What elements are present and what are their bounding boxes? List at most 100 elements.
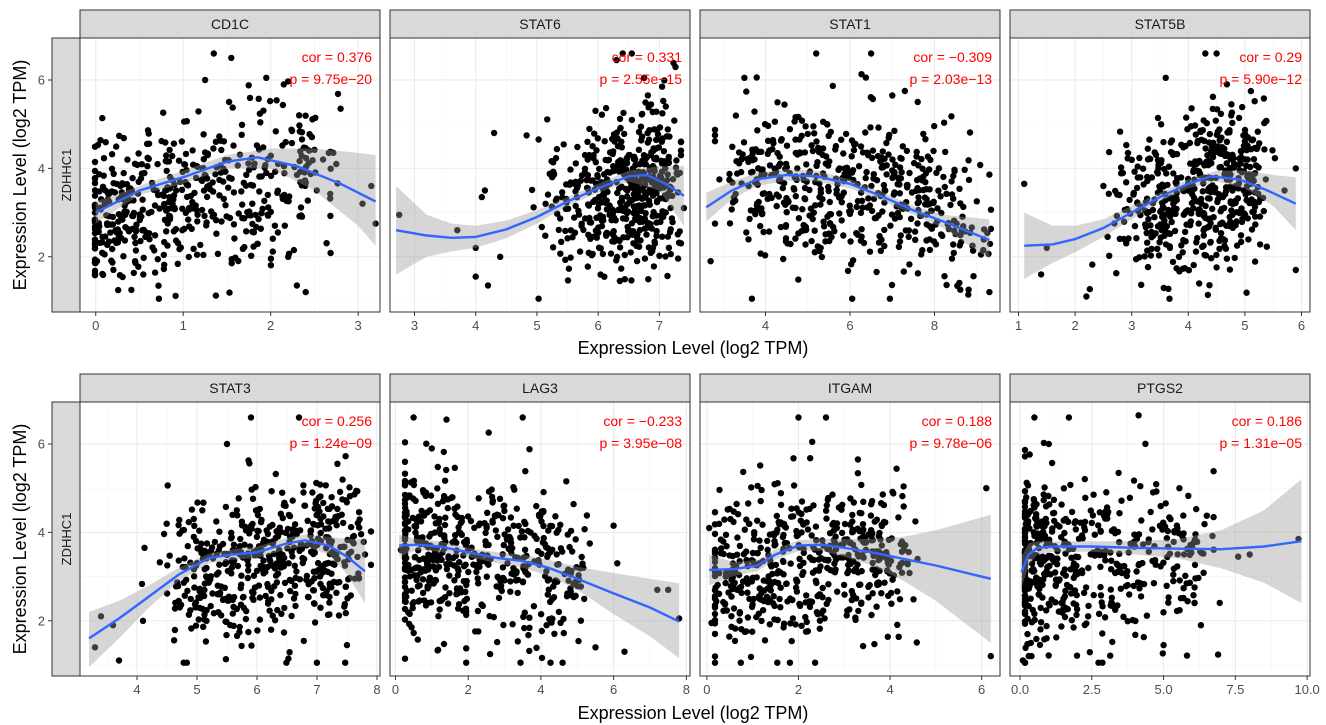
data-point <box>940 174 946 180</box>
data-point <box>749 629 755 635</box>
data-point <box>442 584 448 590</box>
data-point <box>328 571 334 577</box>
data-point <box>441 449 447 455</box>
data-point <box>1201 521 1207 527</box>
data-point <box>1156 252 1162 258</box>
data-point <box>873 269 879 275</box>
data-point <box>484 510 490 516</box>
data-point <box>1214 199 1220 205</box>
data-point <box>520 614 526 620</box>
data-point <box>220 541 226 547</box>
data-point <box>585 156 591 162</box>
data-point <box>405 567 411 573</box>
data-point <box>1088 507 1094 513</box>
data-point <box>231 189 237 195</box>
data-point <box>618 162 624 168</box>
data-point <box>210 188 216 194</box>
data-point <box>1062 566 1068 572</box>
data-point <box>792 621 798 627</box>
data-point <box>650 109 656 115</box>
data-point <box>805 628 811 634</box>
data-point <box>1041 522 1047 528</box>
x-tick-label: 2 <box>465 682 472 697</box>
data-point <box>1041 484 1047 490</box>
data-point <box>746 216 752 222</box>
data-point <box>858 510 864 516</box>
data-point <box>186 254 192 260</box>
data-point <box>305 518 311 524</box>
data-point <box>1148 252 1154 258</box>
p-value-annotation: p = 3.95e−08 <box>599 435 682 451</box>
data-point <box>774 203 780 209</box>
data-point <box>1142 441 1148 447</box>
data-point <box>798 511 804 517</box>
data-point <box>826 133 832 139</box>
data-point <box>166 147 172 153</box>
data-point <box>1160 139 1166 145</box>
data-point <box>1106 149 1112 155</box>
data-point <box>736 618 742 624</box>
data-point <box>424 585 430 591</box>
data-point <box>1163 500 1169 506</box>
panel-cd1c: CD1C0 1 2 3246cor = 0.376p = 9.75e−20 <box>38 10 380 333</box>
data-point <box>1101 552 1107 558</box>
data-point <box>659 110 665 116</box>
data-point <box>1249 226 1255 232</box>
data-point <box>1136 531 1142 537</box>
data-point <box>1193 506 1199 512</box>
data-point <box>610 523 616 529</box>
data-point <box>822 238 828 244</box>
data-point <box>499 588 505 594</box>
data-point <box>934 205 940 211</box>
data-point <box>1201 252 1207 258</box>
data-point <box>868 50 874 56</box>
data-point <box>131 270 137 276</box>
data-point <box>146 130 152 136</box>
data-point <box>885 593 891 599</box>
data-point <box>797 563 803 569</box>
data-point <box>568 528 574 534</box>
data-point <box>416 565 422 571</box>
data-point <box>751 108 757 114</box>
data-point <box>342 660 348 666</box>
data-point <box>181 555 187 561</box>
data-point <box>887 223 893 229</box>
data-point <box>128 287 134 293</box>
data-point <box>260 108 266 114</box>
data-point <box>1051 497 1057 503</box>
data-point <box>1171 528 1177 534</box>
data-point <box>171 637 177 643</box>
data-point <box>92 259 98 265</box>
x-tick-label: 7 <box>313 682 320 697</box>
data-point <box>1043 635 1049 641</box>
data-point <box>492 513 498 519</box>
data-point <box>1177 577 1183 583</box>
y-tick-label: 6 <box>38 72 45 87</box>
data-point <box>1026 603 1032 609</box>
row-label-top: ZDHHC1 <box>59 149 74 202</box>
data-point <box>1234 242 1240 248</box>
data-point <box>1210 94 1216 100</box>
data-point <box>847 203 853 209</box>
data-point <box>1059 599 1065 605</box>
data-point <box>356 509 362 515</box>
data-point <box>906 261 912 267</box>
data-point <box>520 414 526 420</box>
data-point <box>563 478 569 484</box>
data-point <box>445 505 451 511</box>
data-point <box>1061 485 1067 491</box>
data-point <box>629 117 635 123</box>
data-point <box>781 523 787 529</box>
data-point <box>221 138 227 144</box>
data-point <box>149 244 155 250</box>
x-tick-label: 4 <box>762 318 769 333</box>
data-point <box>116 133 122 139</box>
data-point <box>465 569 471 575</box>
data-point <box>948 113 954 119</box>
data-point <box>114 181 120 187</box>
data-point <box>96 188 102 194</box>
data-point <box>561 630 567 636</box>
data-point <box>286 649 292 655</box>
data-point <box>1161 218 1167 224</box>
data-point <box>546 587 552 593</box>
